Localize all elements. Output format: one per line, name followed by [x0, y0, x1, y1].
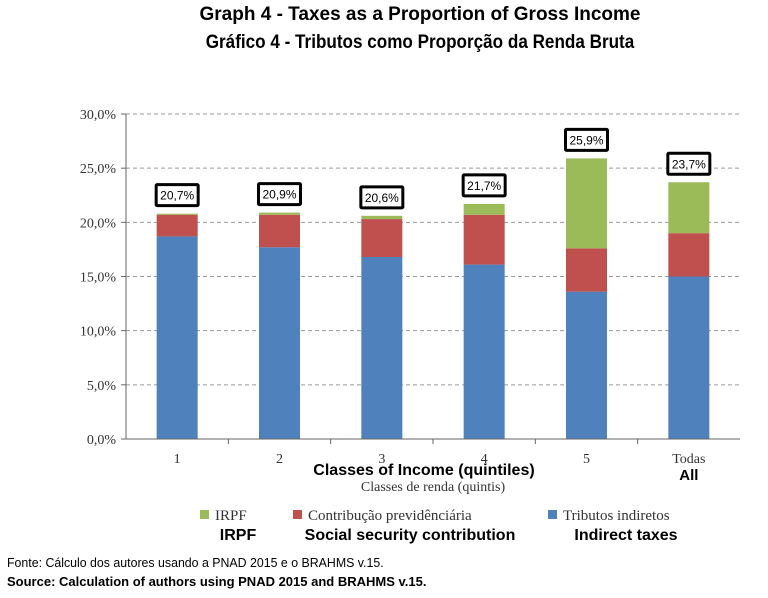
bar-segment [463, 203, 505, 215]
x-axis-label: Classes de renda (quintis) [361, 480, 506, 495]
legend-label-indirect-taxes: Tributos indiretos [563, 508, 670, 524]
x-tick-label: 3 [378, 452, 385, 467]
chart-title: Graph 4 - Taxes as a Proportion of Gross… [199, 4, 641, 25]
legend-swatch-social-security [293, 510, 302, 519]
bars [156, 158, 710, 439]
total-label-box [154, 183, 200, 208]
bar-segment [156, 236, 198, 439]
total-label-box [461, 173, 507, 198]
x-tick-label-en: All [679, 467, 698, 484]
y-tick-label: 0,0% [87, 433, 117, 448]
bar-segment [156, 213, 198, 215]
total-label-box [564, 127, 609, 152]
bar-segment [566, 248, 607, 292]
y-tick-label: 10,0% [80, 325, 117, 340]
legend-label-irpf-en: IRPF [220, 527, 257, 544]
y-tick-label: 15,0% [80, 271, 117, 286]
legend-swatch-indirect-taxes [548, 510, 557, 519]
bar-segment [566, 158, 607, 249]
bar-segment [463, 214, 505, 265]
bar-segment [361, 219, 403, 257]
x-tick-label: 2 [276, 452, 283, 467]
legend: IRPF IRPF Contribução previdênciária Soc… [200, 508, 678, 544]
bar-segment [361, 257, 403, 439]
total-label: 23,7% [672, 157, 706, 171]
y-tick-label: 5,0% [87, 379, 117, 394]
bar-segment [259, 214, 300, 248]
total-label: 25,9% [569, 133, 603, 147]
bar-segment [259, 247, 300, 439]
legend-label-indirect-taxes-en: Indirect taxes [574, 527, 677, 544]
total-label: 20,9% [262, 188, 296, 202]
legend-swatch-irpf [200, 510, 209, 519]
y-tick-label: 30,0% [80, 108, 117, 123]
legend-label-social-security-en: Social security contribution [305, 527, 516, 544]
x-tick-label: 5 [583, 452, 590, 467]
total-labels: 20,7% 20,9% 20,6% 21,7% 25,9% 23,7% [154, 127, 712, 210]
x-axis-label-en: Classes of Income (quintiles) [313, 462, 534, 479]
bar-segment [156, 214, 198, 237]
bar-segment [259, 212, 300, 215]
total-label: 20,7% [160, 189, 194, 203]
bar-segment [463, 264, 505, 439]
total-label: 21,7% [467, 179, 501, 193]
bar-segment [566, 291, 607, 439]
y-tick-label: 25,0% [80, 162, 117, 177]
x-tick-label: 1 [174, 452, 181, 467]
source-note: Fonte: Cálculo dos autores usando a PNAD… [7, 555, 384, 570]
x-tick-label: Todas [672, 452, 705, 467]
bar-segment [361, 215, 403, 220]
legend-label-irpf: IRPF [215, 508, 247, 524]
x-tick-label: 4 [481, 452, 488, 467]
total-label-box [359, 185, 405, 210]
stacked-bar-chart: 0,0%5,0%10,0%15,0%20,0%25,0%30,0% 20,7% 2… [80, 108, 740, 544]
chart-subtitle: Gráfico 4 - Tributos como Proporção da R… [205, 32, 635, 53]
legend-label-social-security: Contribução previdênciária [308, 508, 472, 524]
total-label-box [666, 151, 712, 176]
gridlines [126, 113, 740, 386]
total-label-box [257, 182, 302, 207]
y-tick-label: 20,0% [80, 216, 117, 231]
total-label: 20,6% [365, 191, 399, 205]
y-axis: 0,0% 5,0% 10,0% 15,0% 20,0% 25,0% 30,0% [80, 108, 127, 448]
bar-segment [668, 182, 710, 234]
source-note-en: Source: Calculation of authors using PNA… [7, 574, 427, 589]
bar-segment [668, 276, 710, 439]
bar-segment [668, 233, 710, 277]
